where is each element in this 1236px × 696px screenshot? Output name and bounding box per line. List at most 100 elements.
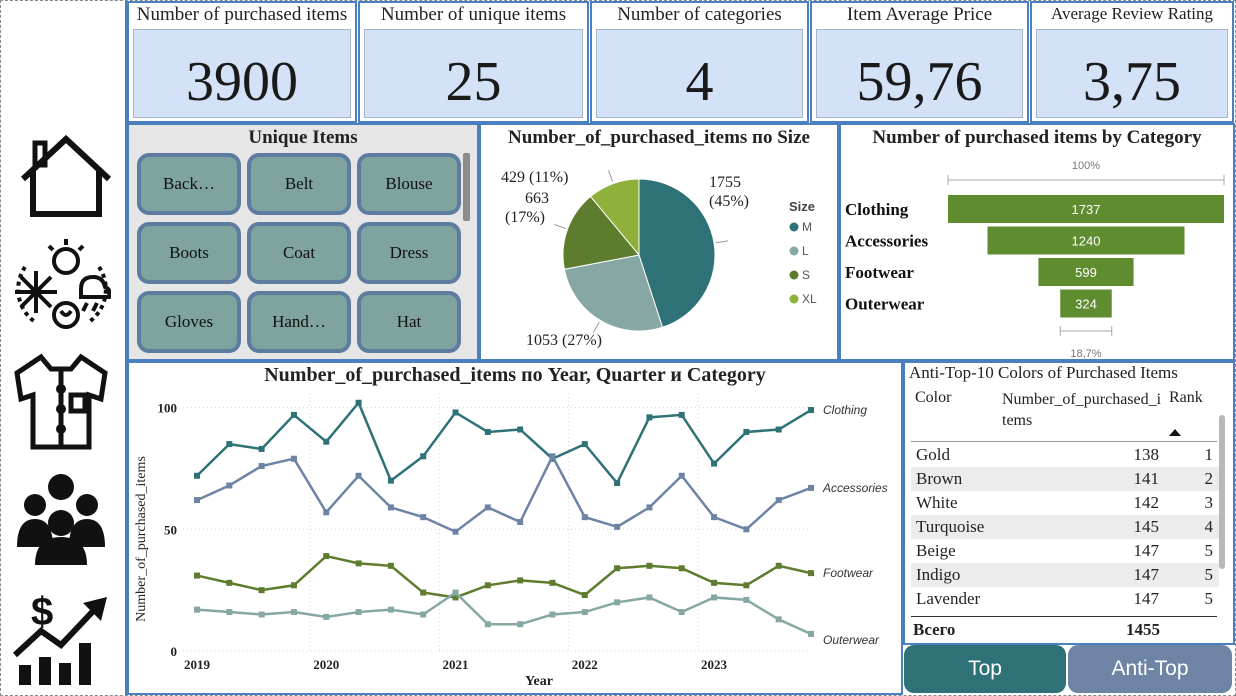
slicer-scrollbar[interactable] — [463, 153, 470, 221]
funnel-bar-accessories[interactable] — [987, 226, 1185, 255]
data-point[interactable] — [387, 606, 394, 613]
slicer-item[interactable]: Back… — [137, 153, 241, 215]
sort-ascending-icon[interactable] — [1169, 429, 1181, 436]
data-point[interactable] — [517, 577, 524, 584]
pie-legend-label[interactable]: L — [802, 244, 809, 258]
data-point[interactable] — [581, 592, 588, 599]
data-point[interactable] — [452, 409, 459, 416]
data-point[interactable] — [484, 504, 491, 511]
series-line-outerwear[interactable] — [196, 590, 812, 636]
table-row[interactable]: Lavender 147 5 — [911, 587, 1219, 611]
data-point[interactable] — [194, 606, 200, 613]
data-point[interactable] — [387, 504, 394, 511]
data-point[interactable] — [194, 572, 200, 579]
data-point[interactable] — [355, 399, 362, 406]
data-point[interactable] — [775, 562, 782, 569]
slicer-item[interactable]: Belt — [247, 153, 351, 215]
data-point[interactable] — [581, 514, 588, 521]
data-point[interactable] — [290, 609, 297, 616]
data-point[interactable] — [258, 445, 265, 452]
data-point[interactable] — [290, 455, 297, 462]
data-point[interactable] — [226, 579, 233, 586]
data-point[interactable] — [355, 472, 362, 479]
series-line-accessories[interactable] — [196, 453, 812, 534]
pie-legend-marker[interactable] — [789, 270, 799, 280]
table-row[interactable]: White 142 3 — [911, 491, 1219, 515]
pie-slice-l[interactable] — [563, 254, 664, 332]
anti-top-button[interactable]: Anti-Top — [1068, 645, 1232, 693]
data-point[interactable] — [743, 428, 750, 435]
data-point[interactable] — [258, 463, 265, 470]
data-point[interactable] — [678, 472, 685, 479]
data-point[interactable] — [581, 609, 588, 616]
shirt-icon[interactable] — [11, 351, 111, 451]
data-point[interactable] — [355, 560, 362, 567]
data-point[interactable] — [614, 480, 621, 487]
data-point[interactable] — [517, 426, 524, 433]
data-point[interactable] — [452, 594, 459, 601]
data-point[interactable] — [258, 611, 265, 618]
data-point[interactable] — [678, 565, 685, 572]
table-row[interactable]: Gold 138 1 — [911, 443, 1219, 467]
data-point[interactable] — [323, 553, 330, 560]
data-point[interactable] — [194, 472, 200, 479]
pie-legend-marker[interactable] — [789, 222, 799, 232]
pie-legend-marker[interactable] — [789, 294, 799, 304]
pie-legend-label[interactable]: S — [802, 268, 810, 282]
data-point[interactable] — [258, 587, 265, 594]
data-point[interactable] — [323, 613, 330, 620]
data-point[interactable] — [484, 428, 491, 435]
data-point[interactable] — [452, 528, 459, 535]
slicer-item[interactable]: Dress — [357, 222, 461, 284]
home-icon[interactable] — [11, 129, 112, 229]
data-point[interactable] — [775, 426, 782, 433]
data-point[interactable] — [420, 514, 427, 521]
data-point[interactable] — [517, 621, 524, 628]
data-point[interactable] — [387, 562, 394, 569]
slicer-item[interactable]: Hat — [357, 291, 461, 353]
pie-legend-label[interactable]: M — [802, 220, 812, 234]
series-line-clothing[interactable] — [196, 400, 812, 486]
data-point[interactable] — [484, 621, 491, 628]
slicer-item[interactable]: Gloves — [137, 291, 241, 353]
data-point[interactable] — [711, 594, 718, 601]
top-button[interactable]: Top — [904, 645, 1066, 693]
data-point[interactable] — [290, 411, 297, 418]
revenue-growth-icon[interactable]: $ — [11, 587, 111, 687]
data-point[interactable] — [226, 441, 233, 448]
pie-legend-label[interactable]: XL — [802, 292, 817, 306]
data-point[interactable] — [743, 582, 750, 589]
col-header-rank[interactable]: Rank — [1169, 389, 1203, 406]
slicer-item[interactable]: Blouse — [357, 153, 461, 215]
table-row[interactable]: Brown 141 2 — [911, 467, 1219, 491]
funnel-bar-clothing[interactable] — [948, 195, 1224, 223]
data-point[interactable] — [711, 460, 718, 467]
data-point[interactable] — [226, 482, 233, 489]
data-point[interactable] — [614, 599, 621, 606]
data-point[interactable] — [194, 497, 200, 504]
data-point[interactable] — [646, 562, 653, 569]
data-point[interactable] — [743, 526, 750, 533]
data-point[interactable] — [420, 453, 427, 460]
table-row[interactable]: Turquoise 145 4 — [911, 515, 1219, 539]
data-point[interactable] — [484, 582, 491, 589]
data-point[interactable] — [808, 484, 814, 491]
funnel-bar-outerwear[interactable] — [1060, 289, 1112, 318]
data-point[interactable] — [678, 411, 685, 418]
data-point[interactable] — [420, 589, 427, 596]
funnel-bar-footwear[interactable] — [1038, 258, 1134, 286]
series-line-footwear[interactable] — [196, 554, 812, 599]
data-point[interactable] — [226, 609, 233, 616]
pie-legend-marker[interactable] — [789, 246, 799, 256]
col-header-count[interactable]: Number_of_purchased_items — [1002, 391, 1162, 429]
data-point[interactable] — [290, 582, 297, 589]
data-point[interactable] — [452, 589, 459, 596]
data-point[interactable] — [549, 579, 556, 586]
slicer-item[interactable]: Coat — [247, 222, 351, 284]
col-header-color[interactable]: Color — [915, 389, 952, 406]
data-point[interactable] — [549, 453, 556, 460]
pie-slice-xl[interactable] — [589, 178, 640, 257]
slicer-item[interactable]: Hand… — [247, 291, 351, 353]
data-point[interactable] — [808, 407, 814, 414]
data-point[interactable] — [323, 438, 330, 445]
